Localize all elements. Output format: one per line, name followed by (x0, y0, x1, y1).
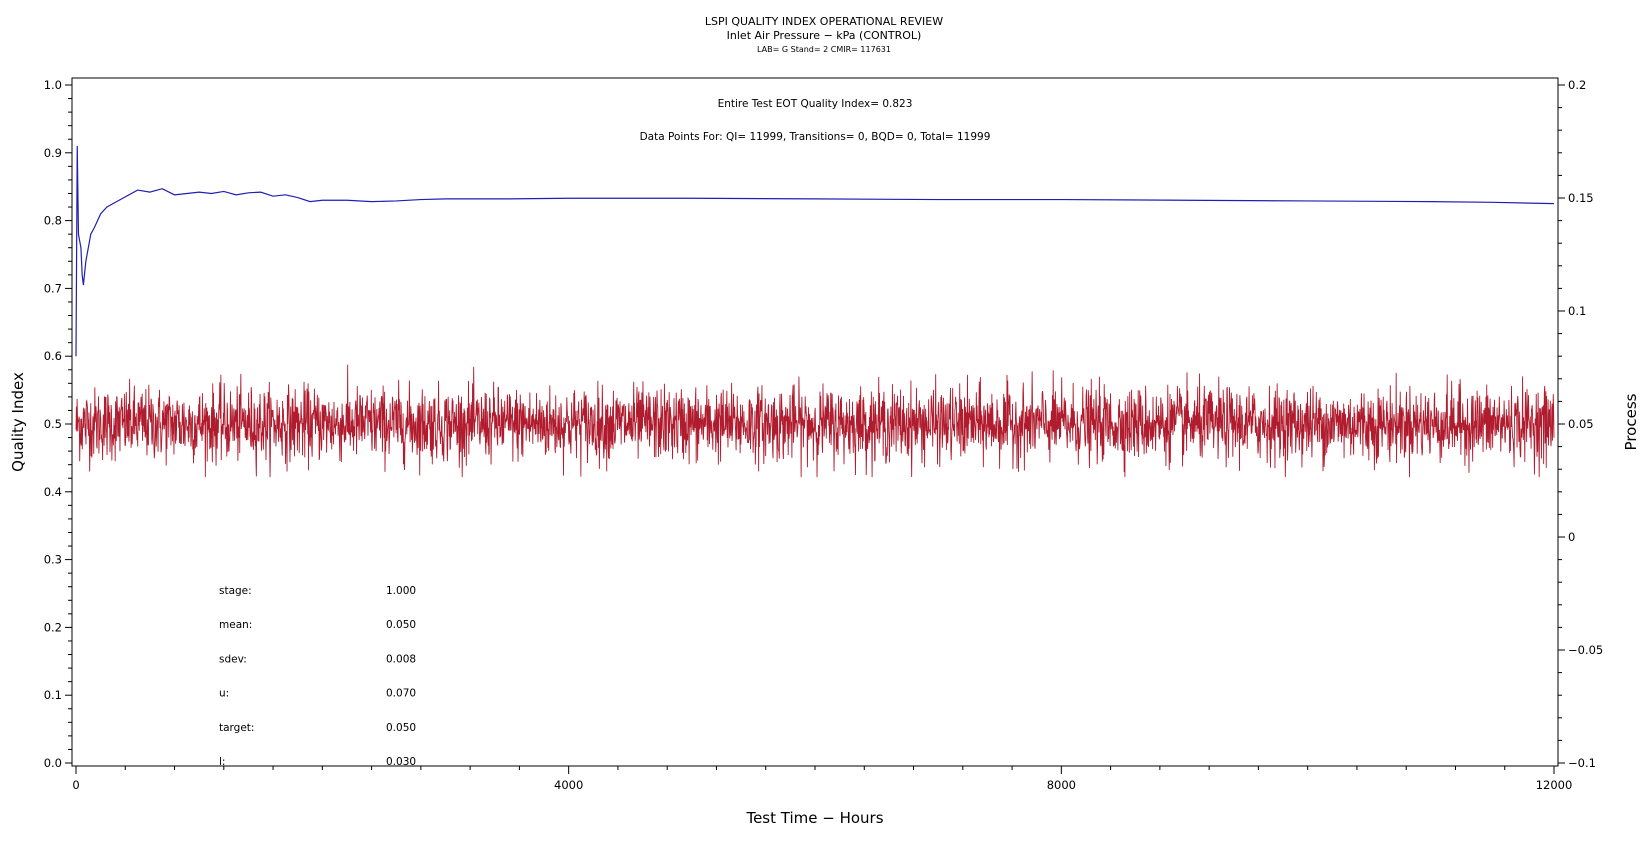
stat-label: mean: (219, 619, 252, 631)
x-tick-label: 4000 (554, 778, 583, 792)
y-right-tick-label: 0 (1568, 530, 1575, 544)
stat-label: target: (219, 722, 254, 734)
stat-value: 0.030 (386, 756, 416, 768)
y-left-tick-label: 0.2 (44, 620, 62, 634)
y-left-tick-label: 0.8 (44, 214, 62, 228)
y-axis-left-label: Quality Index (9, 372, 27, 472)
y-axis-left: 0.0 0.1 0.2 0.3 0.4 0.5 0.6 0.7 0.8 0.9 1.0 (44, 78, 72, 770)
quality-index-series (75, 146, 1555, 357)
y-left-tick-label: 0.3 (44, 553, 62, 567)
y-left-tick-label: 0.7 (44, 281, 62, 295)
quality-index-line (75, 146, 1555, 357)
x-axis: 0 4000 8000 12000 (72, 766, 1572, 792)
y-right-tick-label: −0.05 (1568, 643, 1603, 657)
y-left-tick-label: 0.9 (44, 146, 62, 160)
y-right-tick-label: 0.2 (1568, 78, 1586, 92)
annotation-data-points: Data Points For: QI= 11999, Transitions=… (640, 131, 991, 143)
stat-value: 1.000 (386, 585, 416, 597)
y-left-tick-label: 0.4 (44, 485, 62, 499)
annotation-quality-index: Entire Test EOT Quality Index= 0.823 (718, 98, 913, 110)
process-series (75, 364, 1555, 478)
stat-label: l: (219, 756, 225, 768)
y-axis-right: −0.1 −0.05 0 0.05 0.1 0.15 0.2 (1558, 78, 1603, 770)
stat-label: u: (219, 688, 229, 700)
stats-block: stage: 1.000 mean: 0.050 sdev: 0.008 u: 0.070 ta… (219, 585, 416, 768)
stat-value: 0.050 (386, 722, 416, 734)
y-right-tick-label: −0.1 (1568, 756, 1596, 770)
y-right-tick-label: 0.1 (1568, 304, 1586, 318)
stat-label: stage: (219, 585, 252, 597)
y-right-tick-label: 0.05 (1568, 417, 1594, 431)
chart-subtitle-lab: LAB= G Stand= 2 CMIR= 117631 (757, 45, 891, 54)
stat-value: 0.050 (386, 619, 416, 631)
process-line (75, 364, 1555, 478)
stat-value: 0.070 (386, 688, 416, 700)
x-tick-label: 12000 (1536, 778, 1573, 792)
chart-title: LSPI QUALITY INDEX OPERATIONAL REVIEW (705, 15, 943, 28)
y-left-tick-label: 0.1 (44, 688, 62, 702)
stat-label: sdev: (219, 653, 247, 665)
x-axis-label: Test Time − Hours (745, 809, 883, 827)
y-axis-right-label: Process (1622, 393, 1640, 450)
chart-subtitle: Inlet Air Pressure − kPa (CONTROL) (727, 29, 922, 42)
y-left-tick-label: 0.5 (44, 417, 62, 431)
x-tick-label: 8000 (1047, 778, 1076, 792)
x-tick-label: 0 (72, 778, 79, 792)
y-right-tick-label: 0.15 (1568, 191, 1594, 205)
stat-value: 0.008 (386, 653, 416, 665)
y-left-tick-label: 0.6 (44, 349, 62, 363)
y-left-tick-label: 0.0 (44, 756, 62, 770)
y-left-tick-label: 1.0 (44, 78, 62, 92)
